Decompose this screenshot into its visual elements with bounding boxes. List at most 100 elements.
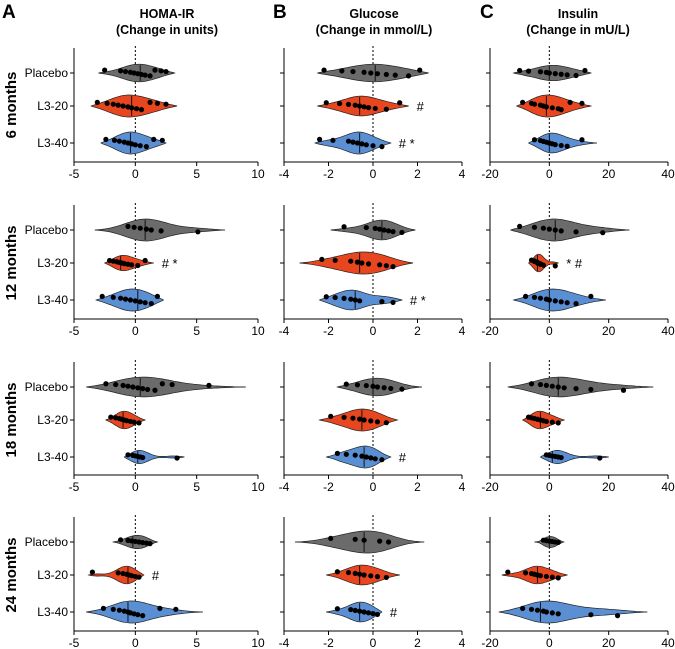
data-point xyxy=(377,538,383,544)
data-point xyxy=(343,451,349,457)
data-point xyxy=(361,609,367,615)
data-point xyxy=(174,455,180,461)
data-point xyxy=(140,386,146,392)
data-point xyxy=(115,570,121,576)
x-tick-label: 4 xyxy=(459,480,466,494)
data-point xyxy=(131,224,137,230)
x-tick-label: -4 xyxy=(279,636,290,649)
x-tick-label: 4 xyxy=(459,636,466,649)
x-tick-label: 40 xyxy=(661,324,675,338)
x-tick-label: -4 xyxy=(279,480,290,494)
data-point xyxy=(110,101,116,107)
data-point xyxy=(352,607,358,613)
group-label-placebo: Placebo xyxy=(25,66,69,80)
x-tick-label: 5 xyxy=(193,480,200,494)
data-point xyxy=(140,454,146,461)
violin-placebo xyxy=(507,376,654,398)
data-point xyxy=(122,296,129,302)
data-point xyxy=(520,605,526,612)
group-label-l3-20: L3-20 xyxy=(37,413,68,427)
data-point xyxy=(120,382,126,388)
data-point xyxy=(143,144,149,150)
data-point xyxy=(341,295,347,301)
data-point xyxy=(374,384,381,390)
data-point xyxy=(383,71,389,78)
data-point xyxy=(372,225,378,231)
data-point xyxy=(116,607,122,613)
data-point xyxy=(142,257,148,264)
x-tick-label: 4 xyxy=(459,167,466,181)
data-point xyxy=(343,381,349,387)
significance-mark: # xyxy=(417,99,425,114)
data-point xyxy=(531,137,538,143)
data-point xyxy=(332,294,338,301)
x-tick-label: -5 xyxy=(69,480,80,494)
data-point xyxy=(374,419,381,425)
data-point xyxy=(323,100,329,106)
data-point xyxy=(125,452,131,458)
panel-homa-ir-12-months: -5 0 5 10 Placebo L3-20 # * L3-40 xyxy=(25,203,265,338)
data-point xyxy=(357,103,363,109)
data-point xyxy=(145,386,151,393)
column-subtitle-homa-ir: (Change in units) xyxy=(116,23,218,37)
data-point xyxy=(140,613,146,619)
x-tick-label: 20 xyxy=(602,636,616,649)
data-point xyxy=(552,298,558,304)
data-point xyxy=(321,67,327,73)
data-point xyxy=(103,136,109,142)
data-point xyxy=(567,99,573,105)
data-point xyxy=(365,105,372,111)
data-point xyxy=(558,228,564,234)
panel-glucose-18-months: -4 -2 0 2 4 # xyxy=(279,360,466,494)
data-point xyxy=(558,107,564,113)
data-point xyxy=(390,264,396,270)
data-point xyxy=(564,72,570,78)
data-point xyxy=(363,224,369,231)
data-point xyxy=(558,299,564,305)
data-point xyxy=(558,142,564,149)
data-point xyxy=(573,229,579,235)
violin-l3-40 xyxy=(498,600,648,624)
data-point xyxy=(390,299,396,306)
significance-mark: # xyxy=(152,568,160,583)
data-point xyxy=(142,72,148,78)
data-point xyxy=(365,610,372,616)
x-tick-label: 20 xyxy=(602,167,616,181)
data-point xyxy=(555,539,561,546)
data-point xyxy=(543,382,549,388)
data-point xyxy=(354,259,361,265)
x-tick-label: -20 xyxy=(481,167,499,181)
data-point xyxy=(555,575,561,581)
panel-homa-ir-6-months: -5 0 5 10 Placebo L3-20 L3-40 xyxy=(25,46,265,181)
data-point xyxy=(345,138,352,144)
data-point xyxy=(549,419,555,425)
data-point xyxy=(122,68,129,75)
data-point xyxy=(558,454,564,461)
panel-insulin-24-months: -20 0 20 40 xyxy=(481,515,675,649)
data-point xyxy=(89,569,95,575)
data-point xyxy=(350,139,356,145)
group-label-placebo: Placebo xyxy=(25,223,69,237)
violin-l3-40 xyxy=(123,450,185,464)
data-point xyxy=(328,535,334,542)
data-point xyxy=(110,606,116,612)
data-point xyxy=(555,420,561,426)
x-tick-label: 0 xyxy=(546,636,553,649)
violin-l3-40 xyxy=(539,450,609,464)
x-tick-label: -2 xyxy=(323,167,334,181)
violin-placebo xyxy=(512,64,593,82)
data-point xyxy=(385,539,392,545)
x-tick-label: 40 xyxy=(661,167,675,181)
data-point xyxy=(363,454,369,460)
row-label-18-months: 18 months xyxy=(3,382,20,457)
data-point xyxy=(169,381,175,388)
data-point xyxy=(339,68,345,74)
x-tick-label: 0 xyxy=(132,324,139,338)
data-point xyxy=(152,387,158,393)
data-point xyxy=(148,301,154,307)
data-point xyxy=(350,415,356,421)
data-point xyxy=(136,420,142,426)
data-point xyxy=(154,293,161,299)
